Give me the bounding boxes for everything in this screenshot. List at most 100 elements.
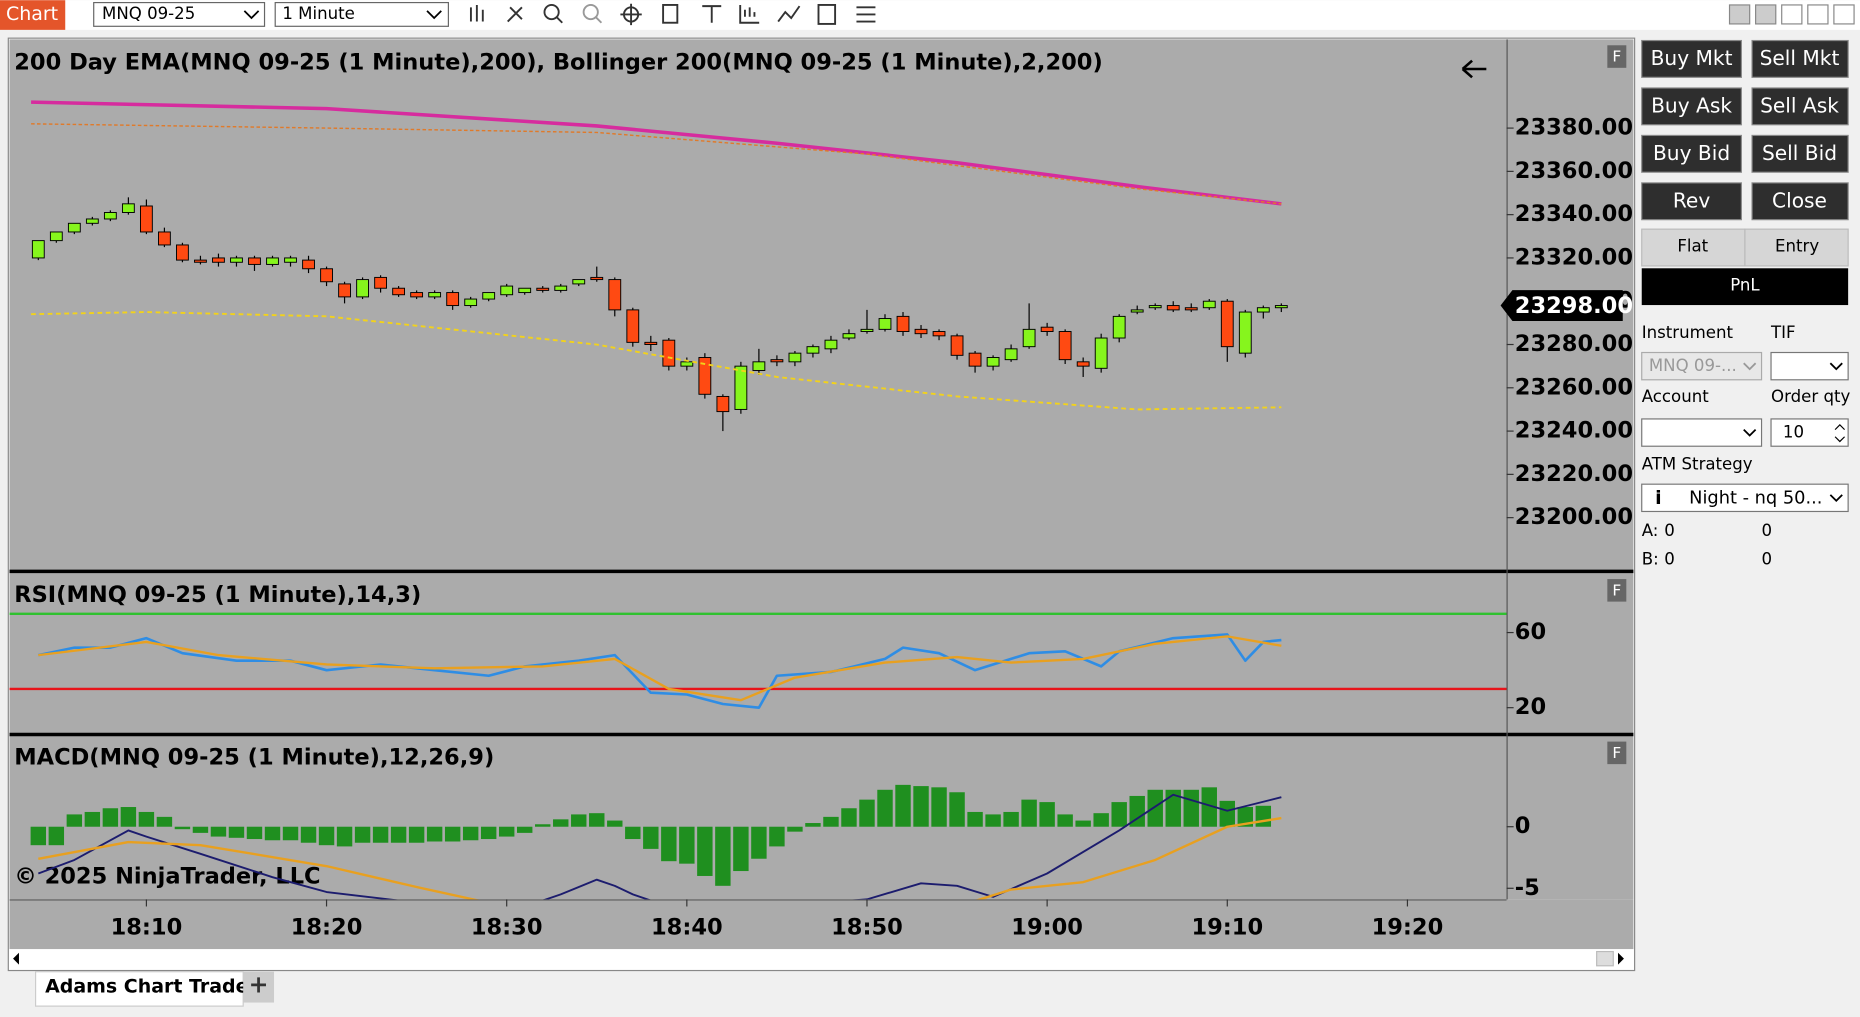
histogram-bar [426,826,443,842]
order-button-label: Close [1772,188,1827,212]
order-button[interactable] [1751,134,1849,173]
qty-field[interactable] [1770,418,1849,447]
flat-tab[interactable] [1641,228,1746,267]
histogram-bar [769,826,785,847]
tab-label: Adams Chart Trader [45,976,258,998]
instrument-field[interactable] [1641,351,1763,381]
histogram-bar [102,808,119,827]
histogram-bar [228,826,245,838]
x-tick-label: 19:00 [1011,914,1083,940]
y-tick-label: 23200.00 [1515,504,1633,530]
order-button[interactable] [1641,87,1742,126]
x-tick-label: 18:50 [831,914,903,940]
field-label: TIF [1770,323,1796,342]
indicator-line [38,633,1282,709]
x-tick-label: 18:40 [651,914,723,940]
histogram-bar [48,826,65,846]
histogram-bar [372,826,389,843]
histogram-bar [480,826,497,840]
histogram-bar [1255,805,1272,827]
entry-label: Entry [1775,236,1819,255]
histogram-bar [985,814,1001,827]
candle-body [446,292,460,307]
histogram-bar [156,816,173,827]
candle-body [410,292,424,298]
candle-body [1040,326,1054,332]
tab[interactable] [34,971,244,1007]
row-qty: 0 [1664,521,1675,540]
candle-body [734,365,748,410]
scrollbar[interactable] [9,949,1634,969]
indicator-line [37,793,1282,900]
candle-body [31,240,45,259]
toolbar-icons[interactable] [469,3,876,26]
histogram-bar [607,820,623,827]
y-tick-label: 20 [1515,694,1546,720]
candle-body [266,257,279,265]
candle-body [950,335,964,356]
app-tab[interactable] [0,0,66,30]
flag: F [1612,581,1621,599]
y-tick-label: 23240.00 [1515,418,1633,444]
order-button[interactable] [1641,134,1742,173]
flag-box[interactable] [1607,579,1627,602]
histogram-bar [805,823,821,827]
order-button[interactable] [1641,39,1742,78]
field-label: Account [1642,387,1709,406]
candle-body [176,244,189,261]
histogram-bar [553,819,569,827]
panel-title: MACD(MNQ 09-25 (1 Minute),12,26,9) [14,745,494,771]
order-button-label: Buy Bid [1653,141,1730,165]
chart-trader: Buy Mkt Sell Mkt Buy Ask Sell Ask Buy Bid Sel… [1641,39,1851,569]
window-buttons[interactable] [1728,4,1855,25]
field-label: ATM Strategy [1642,455,1753,474]
histogram-bar [210,826,227,837]
instrument-value: MNQ 09-... [1649,356,1737,375]
order-button[interactable] [1641,182,1742,221]
histogram-bar [408,826,425,843]
add-tab[interactable] [243,971,275,1003]
flag-box[interactable] [1607,45,1627,68]
dropdown-caret [1743,362,1757,371]
histogram-bar [877,789,893,827]
interval-select[interactable] [274,1,449,27]
dropdown-caret [1743,428,1757,437]
entry-tab[interactable] [1744,228,1849,267]
qty-spinner [1834,424,1845,443]
atm-field[interactable] [1641,483,1849,513]
y-tick-label: 23220.00 [1515,461,1633,487]
order-button[interactable] [1751,182,1849,221]
instrument-select[interactable] [93,1,266,27]
account-field[interactable] [1641,418,1763,447]
candle-body [320,268,333,283]
histogram-bar [949,792,965,827]
candle-body [1058,331,1072,361]
add-tab-label: + [249,970,269,998]
histogram-bar [1129,795,1145,827]
histogram-bar [444,826,461,842]
histogram-bar [192,826,209,833]
order-button[interactable] [1751,39,1849,78]
flag-box[interactable] [1607,741,1627,765]
dropdown-caret [1829,362,1843,371]
field-label: Order qty [1771,387,1850,406]
candle-body [158,231,171,246]
candle-body [914,328,928,335]
histogram-bar [697,826,713,876]
y-tick-label: 60 [1515,619,1546,645]
histogram-bar [318,826,335,846]
histogram-bar [841,808,857,827]
indicator-line [31,123,1282,205]
back-arrow[interactable] [1461,59,1487,79]
tif-field[interactable] [1770,351,1849,381]
histogram-bar [282,826,299,841]
y-tick-label: -5 [1515,875,1540,901]
histogram-bar [571,814,587,827]
histogram-bar [679,826,695,864]
histogram-bar [1003,811,1019,827]
order-button[interactable] [1751,87,1849,126]
histogram-bar [1219,800,1235,827]
candle-body [121,203,135,213]
histogram-bar [138,811,155,827]
candle-body [1274,305,1288,309]
